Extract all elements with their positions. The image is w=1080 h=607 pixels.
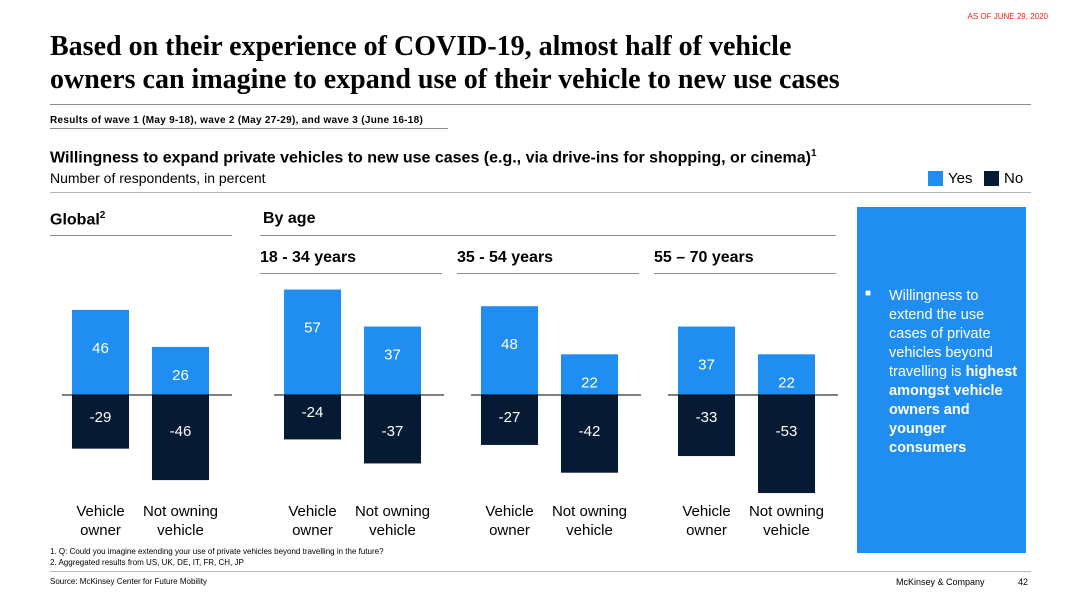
- bar-yes-18-34-years-0: [284, 289, 341, 395]
- label-no-35-54-years-0: -27: [499, 409, 521, 426]
- label-yes-global-0: 46: [92, 340, 109, 357]
- bar-yes-35-54-years-0: [481, 306, 538, 395]
- page-title: Based on their experience of COVID-19, a…: [50, 30, 1030, 96]
- bar-no-global-0: [72, 395, 129, 449]
- bar-no-55-70-years-0: [678, 395, 735, 457]
- bar-no-18-34-years-0: [284, 395, 341, 440]
- group-title-55-70: 55 – 70 years: [654, 249, 754, 266]
- category-label-18-34-years-1-1: vehicle: [369, 522, 416, 539]
- category-label-18-34-years-0-0: Vehicle: [288, 503, 336, 520]
- bar-yes-global-1: [152, 346, 209, 395]
- category-label-global-1-0: Not owning: [143, 503, 218, 520]
- category-label-35-54-years-1-1: vehicle: [566, 522, 613, 539]
- label-no-global-0: -29: [90, 409, 112, 426]
- label-no-55-70-years-1: -53: [776, 423, 798, 440]
- as-of-date: AS OF JUNE 29, 2020: [967, 12, 1048, 21]
- bar-no-55-70-years-1: [758, 395, 815, 494]
- source-note: Source: McKinsey Center for Future Mobil…: [50, 577, 207, 586]
- category-label-55-70-years-0-0: Vehicle: [682, 503, 730, 520]
- category-label-55-70-years-1-1: vehicle: [763, 522, 810, 539]
- bar-yes-global-0: [72, 309, 129, 395]
- category-label-35-54-years-0-1: owner: [489, 522, 530, 539]
- label-no-global-1: -46: [170, 423, 192, 440]
- group-18-34-underline: [260, 273, 442, 274]
- legend-yes-label: Yes: [948, 170, 973, 187]
- bar-yes-55-70-years-0: [678, 326, 735, 395]
- legend-no-swatch: [984, 171, 999, 186]
- bullet-icon: ■: [865, 288, 872, 299]
- waves-subtitle: Results of wave 1 (May 9-18), wave 2 (Ma…: [50, 115, 424, 126]
- category-label-55-70-years-0-1: owner: [686, 522, 727, 539]
- label-yes-35-54-years-0: 48: [501, 336, 518, 353]
- label-no-18-34-years-0: -24: [302, 404, 324, 421]
- insight-box: [857, 207, 1026, 553]
- group-title-35-54: 35 - 54 years: [457, 249, 554, 266]
- legend-divider: [50, 192, 1031, 193]
- title-divider: [50, 104, 1031, 105]
- label-yes-35-54-years-1: 22: [581, 374, 598, 391]
- label-yes-55-70-years-1: 22: [778, 374, 795, 391]
- insight-highlight: highest amongst vehicle owners and young…: [889, 364, 1018, 456]
- footer-divider: [50, 571, 1031, 572]
- page-number: 42: [1018, 577, 1029, 587]
- bar-yes-35-54-years-1: [561, 354, 618, 395]
- bar-yes-55-70-years-1: [758, 354, 815, 395]
- title-line-2: owners can imagine to expand use of thei…: [50, 64, 840, 95]
- group-title-18-34: 18 - 34 years: [260, 249, 357, 266]
- category-label-55-70-years-1-0: Not owning: [749, 503, 824, 520]
- category-label-global-1-1: vehicle: [157, 522, 204, 539]
- company-name: McKinsey & Company: [896, 577, 985, 587]
- footnote-2: 2. Aggregated results from US, UK, DE, I…: [50, 558, 244, 567]
- chart-title-footnote: 1: [810, 148, 817, 159]
- bar-no-18-34-years-1: [364, 395, 421, 464]
- label-yes-18-34-years-1: 37: [384, 347, 401, 364]
- category-label-global-0-0: Vehicle: [76, 503, 124, 520]
- insight-text: Willingness to extend the use cases of p…: [889, 287, 1021, 458]
- bar-no-35-54-years-1: [561, 395, 618, 473]
- label-no-35-54-years-1: -42: [579, 423, 601, 440]
- title-line-1: Based on their experience of COVID-19, a…: [50, 31, 792, 62]
- bar-yes-18-34-years-1: [364, 326, 421, 395]
- label-yes-global-1: 26: [172, 367, 189, 384]
- legend-yes-swatch: [928, 171, 943, 186]
- insight-body: Willingness to extend the use cases of p…: [889, 288, 993, 380]
- group-55-70-underline: [654, 273, 836, 274]
- section-global-footnote: 2: [99, 210, 106, 221]
- section-title-global: Global2: [50, 210, 105, 229]
- by-age-underline: [260, 235, 836, 236]
- legend-no-label: No: [1004, 170, 1024, 187]
- global-underline: [50, 235, 232, 236]
- chart-title-text: Willingness to expand private vehicles t…: [50, 149, 811, 167]
- category-label-18-34-years-1-0: Not owning: [355, 503, 430, 520]
- footnote-1: 1. Q: Could you imagine extending your u…: [50, 547, 384, 556]
- label-no-55-70-years-0: -33: [696, 409, 718, 426]
- section-title-by-age: By age: [263, 210, 316, 227]
- category-label-35-54-years-0-0: Vehicle: [485, 503, 533, 520]
- bar-no-global-1: [152, 395, 209, 481]
- group-35-54-underline: [457, 273, 639, 274]
- section-global-text: Global: [50, 211, 100, 229]
- label-yes-55-70-years-0: 37: [698, 357, 715, 374]
- label-no-18-34-years-1: -37: [382, 423, 404, 440]
- chart-title: Willingness to expand private vehicles t…: [50, 148, 817, 167]
- chart-unit-label: Number of respondents, in percent: [50, 170, 266, 186]
- category-label-global-0-1: owner: [80, 522, 121, 539]
- category-label-18-34-years-0-1: owner: [292, 522, 333, 539]
- footnotes: 1. Q: Could you imagine extending your u…: [50, 546, 384, 568]
- bar-no-35-54-years-0: [481, 395, 538, 445]
- subtitle-underline: [50, 128, 448, 129]
- category-label-35-54-years-1-0: Not owning: [552, 503, 627, 520]
- label-yes-18-34-years-0: 57: [304, 320, 321, 337]
